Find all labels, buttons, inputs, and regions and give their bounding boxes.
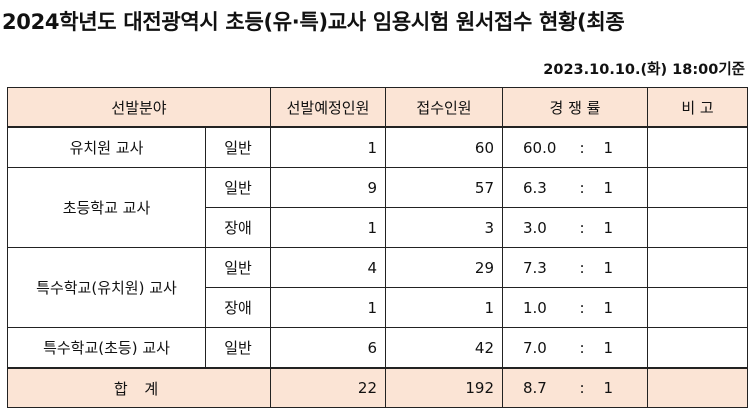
ratio-cell: 7.0:1 <box>502 327 648 369</box>
total-remarks <box>647 367 748 408</box>
field-cell: 특수학교(초등) 교사 <box>7 327 206 369</box>
remarks-cell <box>647 126 748 168</box>
applicants-cell: 1 <box>385 287 503 328</box>
type-cell: 일반 <box>205 167 271 208</box>
type-cell: 일반 <box>205 126 271 168</box>
planned-cell: 9 <box>270 167 386 208</box>
field-cell: 유치원 교사 <box>7 126 206 168</box>
ratio-base: 1 <box>603 379 613 397</box>
total-ratio: 8.7:1 <box>502 367 648 408</box>
field-cell: 특수학교(유치원) 교사 <box>7 247 206 328</box>
ratio-value: 1.0 <box>523 298 547 317</box>
remarks-cell <box>647 167 748 208</box>
ratio-cell: 1.0:1 <box>502 287 648 328</box>
planned-cell: 1 <box>270 126 386 168</box>
table-row: 특수학교(유치원) 교사 일반 4 29 7.3:1 <box>7 247 748 328</box>
applicants-cell: 29 <box>385 247 503 288</box>
remarks-cell <box>647 327 748 369</box>
total-planned: 22 <box>270 367 386 408</box>
ratio-separator: : <box>579 298 585 317</box>
table-header-row: 선발분야 선발예정인원 접수인원 경 쟁 률 비 고 <box>7 87 748 128</box>
ratio-separator: : <box>579 338 585 357</box>
total-label: 합 계 <box>7 367 271 408</box>
ratio-value: 6.3 <box>523 178 547 197</box>
type-cell: 일반 <box>205 247 271 288</box>
table-row: 장애 1 1 1.0:1 <box>8 287 748 328</box>
type-cell: 일반 <box>205 327 271 369</box>
ratio-value: 8.7 <box>523 379 547 397</box>
type-cell: 장애 <box>205 207 271 248</box>
ratio-base: 1 <box>603 338 613 357</box>
header-ratio: 경 쟁 률 <box>502 87 648 128</box>
ratio-base: 1 <box>603 138 613 157</box>
ratio-separator: : <box>579 138 585 157</box>
applicants-cell: 42 <box>385 327 503 369</box>
planned-cell: 1 <box>270 207 386 248</box>
ratio-value: 7.3 <box>523 258 547 277</box>
ratio-base: 1 <box>603 298 613 317</box>
ratio-value: 3.0 <box>523 218 547 237</box>
header-applicants: 접수인원 <box>385 87 503 128</box>
page-title: 2024학년도 대전광역시 초등(유·특)교사 임용시험 원서접수 현황(최종 <box>2 10 625 34</box>
header-planned: 선발예정인원 <box>270 87 386 128</box>
header-remarks: 비 고 <box>647 87 748 128</box>
remarks-cell <box>647 247 748 288</box>
table-row: 특수학교(초등) 교사 일반 6 42 7.0:1 <box>7 327 748 369</box>
ratio-base: 1 <box>603 218 613 237</box>
ratio-base: 1 <box>603 178 613 197</box>
remarks-cell <box>647 207 748 248</box>
applicants-cell: 57 <box>385 167 503 208</box>
table-row: 유치원 교사 일반 1 60 60.0:1 <box>7 126 748 168</box>
planned-cell: 6 <box>270 327 386 369</box>
table-row: 초등학교 교사 일반 9 57 6.3:1 <box>7 167 748 248</box>
date-note: 2023.10.10.(화) 18:00기준 <box>543 62 745 78</box>
total-applicants: 192 <box>385 367 503 408</box>
planned-cell: 4 <box>270 247 386 288</box>
applicants-cell: 3 <box>385 207 503 248</box>
ratio-separator: : <box>579 258 585 277</box>
table-total-row: 합 계 22 192 8.7:1 <box>7 367 748 408</box>
ratio-cell: 60.0:1 <box>502 126 648 168</box>
field-cell: 초등학교 교사 <box>7 167 206 248</box>
ratio-separator: : <box>579 379 585 397</box>
type-cell: 장애 <box>205 287 271 328</box>
planned-cell: 1 <box>270 287 386 328</box>
ratio-separator: : <box>579 218 585 237</box>
ratio-cell: 3.0:1 <box>502 207 648 248</box>
remarks-cell <box>647 287 748 328</box>
ratio-base: 1 <box>603 258 613 277</box>
application-status-table: 선발분야 선발예정인원 접수인원 경 쟁 률 비 고 유치원 교사 일반 1 6… <box>7 87 748 408</box>
ratio-cell: 7.3:1 <box>502 247 648 288</box>
ratio-value: 60.0 <box>523 138 557 157</box>
ratio-cell: 6.3:1 <box>502 167 648 208</box>
ratio-separator: : <box>579 178 585 197</box>
applicants-cell: 60 <box>385 126 503 168</box>
header-field: 선발분야 <box>7 87 271 128</box>
ratio-value: 7.0 <box>523 338 547 357</box>
